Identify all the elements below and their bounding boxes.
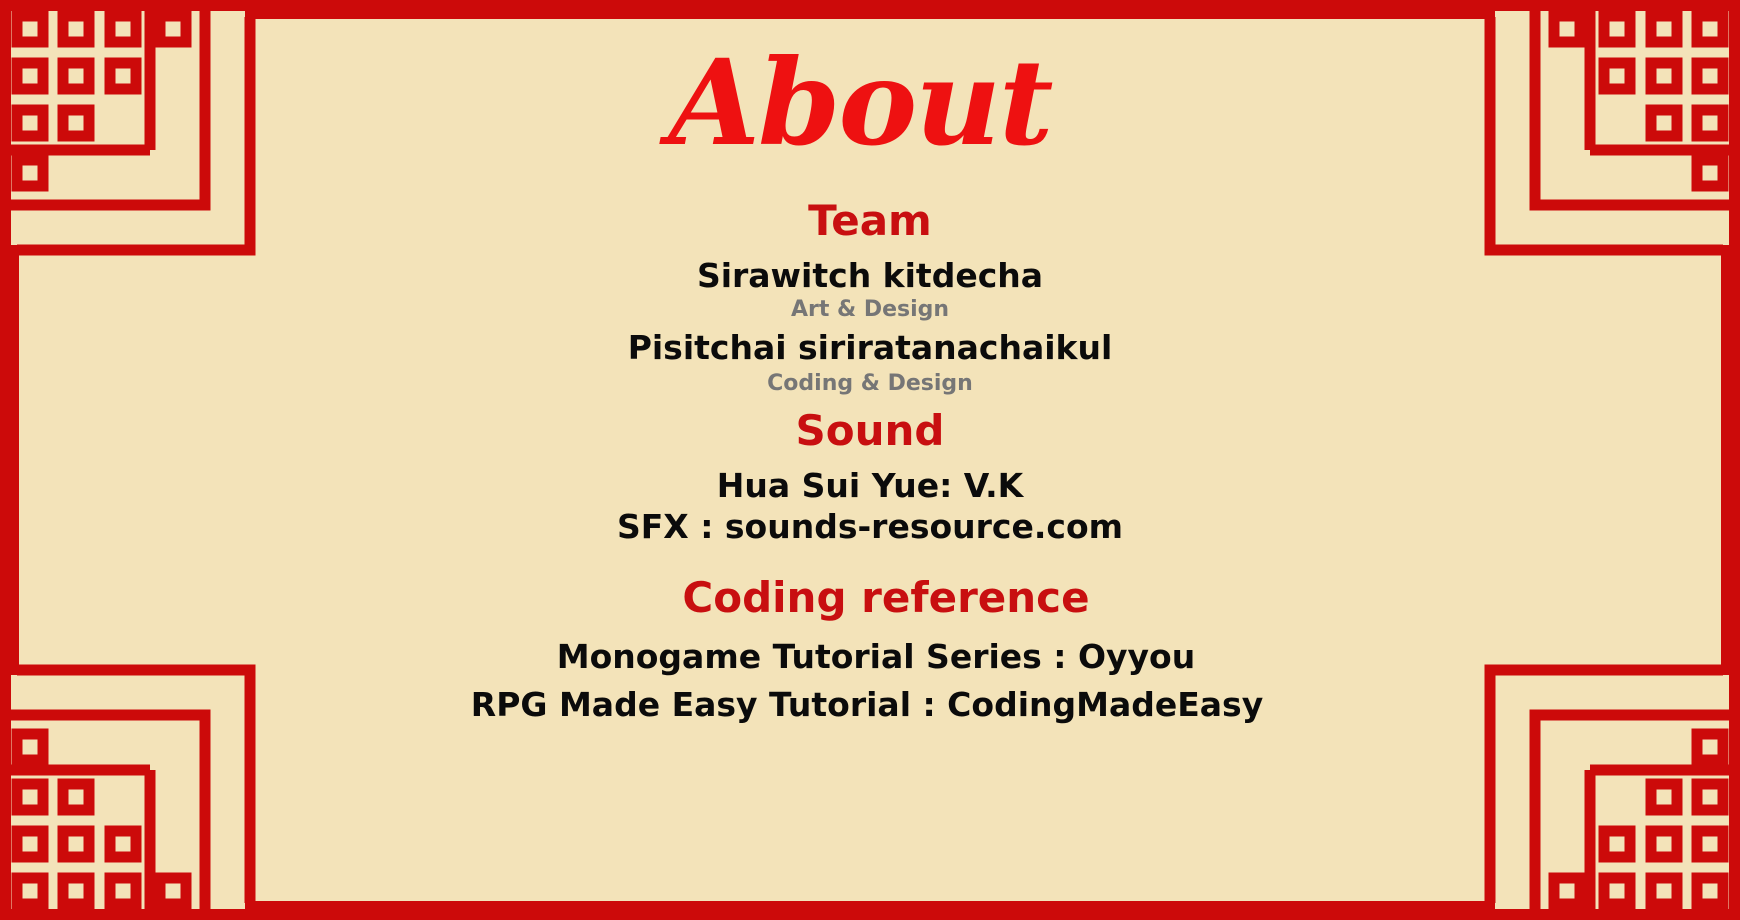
coding-credit: Monogame Tutorial Series : Oyyou (556, 637, 1196, 676)
team-member-name: Sirawitch kitdecha (696, 256, 1044, 295)
sound-heading: Sound (795, 406, 945, 455)
coding-heading: Coding reference (682, 573, 1090, 622)
team-heading: Team (808, 196, 932, 245)
sound-credit: Hua Sui Yue: V.K (716, 466, 1024, 505)
team-member-role: Coding & Design (767, 371, 973, 396)
team-member-role: Art & Design (790, 297, 950, 322)
page-title: About (668, 33, 1053, 172)
coding-credit: RPG Made Easy Tutorial : CodingMadeEasy (470, 685, 1264, 724)
team-member-name: Pisitchai siriratanachaikul (627, 328, 1113, 367)
sound-credit: SFX : sounds-resource.com (616, 507, 1124, 546)
